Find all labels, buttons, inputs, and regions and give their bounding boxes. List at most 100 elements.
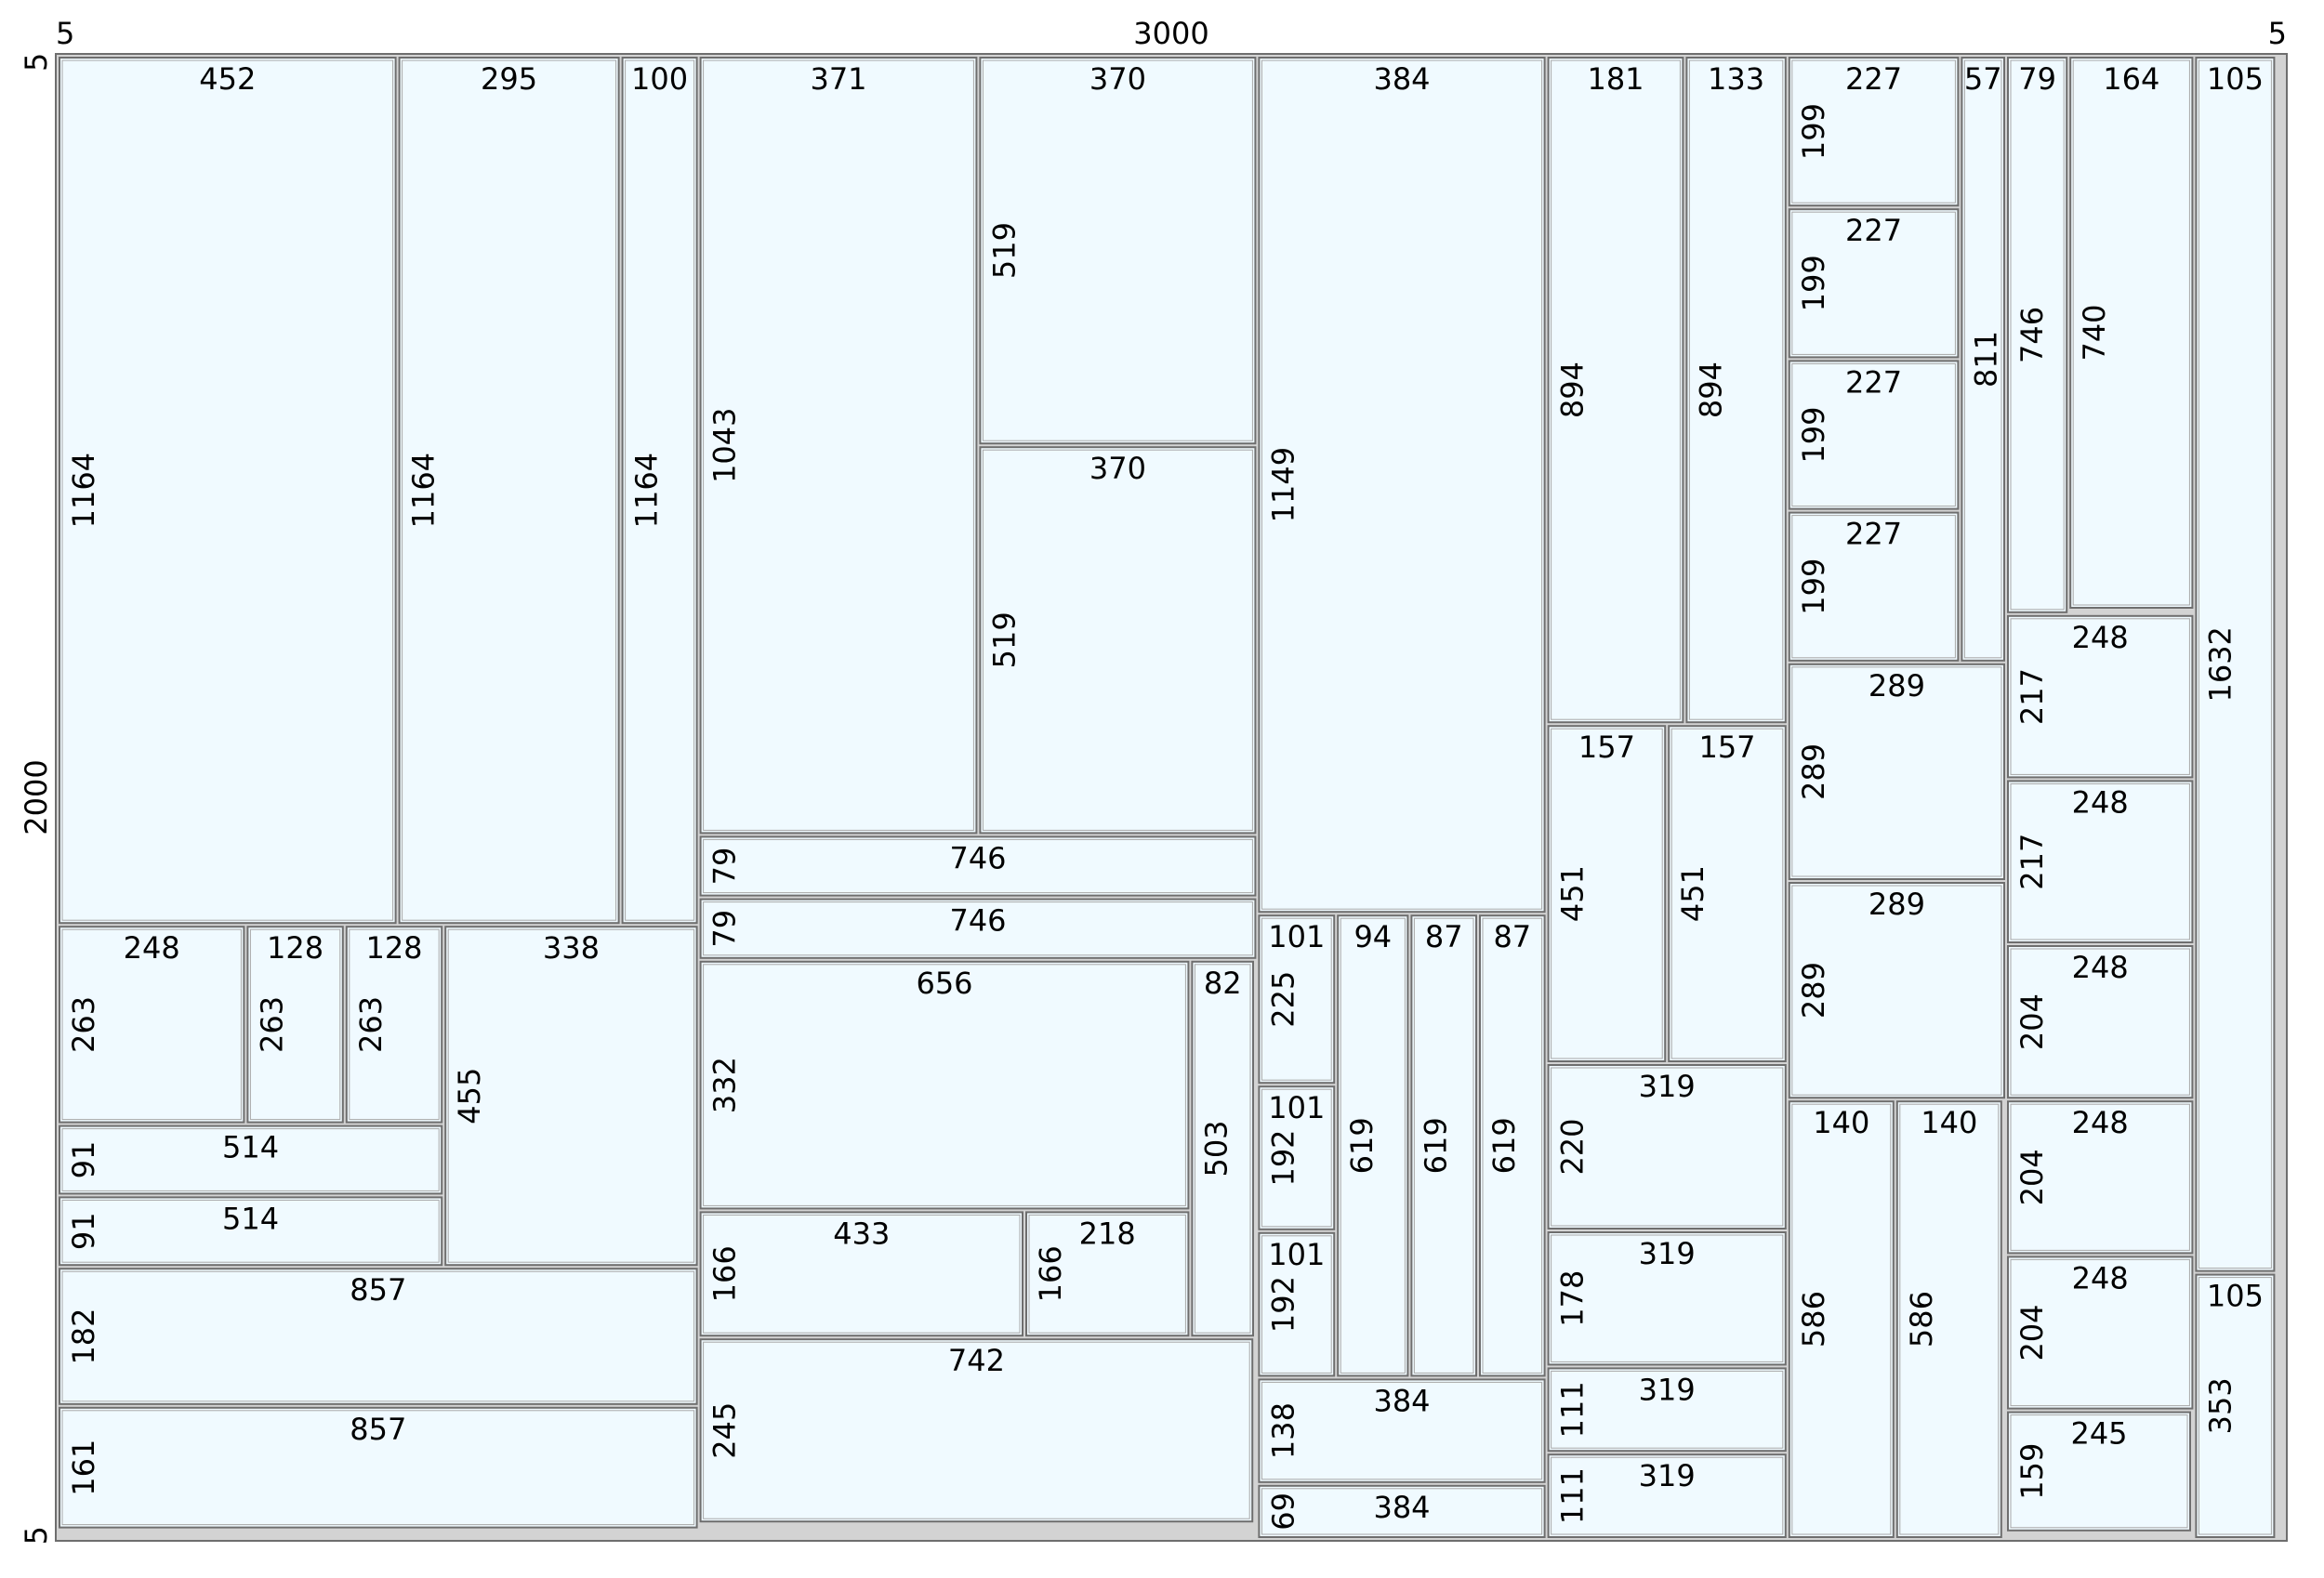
piece-outline <box>59 1196 443 1267</box>
piece: 227 199 <box>1788 511 1960 662</box>
piece-height-label: 503 <box>1198 1120 1234 1177</box>
piece-inner-outline <box>2198 1277 2272 1535</box>
piece: 94 619 <box>1337 914 1409 1377</box>
piece-outline <box>1337 914 1409 1377</box>
piece: 140 586 <box>1895 1100 2002 1538</box>
piece-outline <box>1668 725 1787 1062</box>
piece-height-label: 332 <box>707 1057 743 1113</box>
piece-width-label: 295 <box>481 61 537 97</box>
piece-height-label: 353 <box>2202 1377 2238 1434</box>
piece-inner-outline <box>1791 515 1956 659</box>
piece: 452 1164 <box>59 57 397 925</box>
piece-inner-outline <box>1791 666 2002 877</box>
piece-inner-outline <box>703 964 1186 1206</box>
piece-width-label: 101 <box>1268 1090 1325 1125</box>
piece: 370 519 <box>979 446 1257 835</box>
piece-height-label: 225 <box>1265 971 1301 1028</box>
piece: 100 1164 <box>621 57 698 925</box>
piece-outline <box>398 57 620 925</box>
piece-width-label: 140 <box>1921 1105 1977 1140</box>
piece-outline <box>1547 725 1667 1062</box>
piece: 140 586 <box>1788 1100 1895 1538</box>
piece-inner-outline <box>1688 59 1784 720</box>
piece-outline <box>2007 57 2068 613</box>
piece-outline <box>699 898 1257 959</box>
piece-inner-outline <box>703 901 1253 956</box>
piece-height-label: 519 <box>986 611 1022 668</box>
piece-height-label: 289 <box>1796 962 1831 1019</box>
piece: 79 746 <box>2007 57 2068 613</box>
piece-inner-outline <box>1261 1381 1543 1480</box>
piece: 248 217 <box>2007 780 2194 944</box>
piece-height-label: 199 <box>1796 559 1831 615</box>
piece-inner-outline <box>2010 59 2065 611</box>
piece-inner-outline <box>2010 782 2190 940</box>
piece-outline <box>2195 57 2276 1272</box>
piece-height-label: 199 <box>1796 103 1831 160</box>
piece-inner-outline <box>1482 917 1543 1374</box>
piece-outline <box>1685 57 1787 724</box>
piece-outline <box>2007 1256 2194 1410</box>
piece: 742 245 <box>699 1338 1254 1523</box>
piece-height-label: 519 <box>986 222 1022 279</box>
piece-width-label: 87 <box>1425 919 1463 954</box>
piece: 82 503 <box>1191 960 1255 1337</box>
piece-width-label: 94 <box>1353 919 1392 954</box>
piece-inner-outline <box>61 59 394 921</box>
piece-inner-outline <box>1551 1370 1784 1449</box>
piece-inner-outline <box>703 1341 1250 1519</box>
piece: 157 451 <box>1668 725 1787 1062</box>
piece-width-label: 370 <box>1089 61 1146 97</box>
piece: 245 159 <box>2007 1411 2191 1532</box>
piece-width-label: 245 <box>2070 1416 2127 1452</box>
piece-inner-outline <box>1340 917 1406 1374</box>
piece-width-label: 128 <box>365 930 422 966</box>
piece-width-label: 514 <box>222 1130 279 1165</box>
piece-inner-outline <box>982 449 1253 831</box>
piece: 656 332 <box>699 960 1190 1210</box>
piece-inner-outline <box>1194 964 1251 1334</box>
piece-width-label: 101 <box>1268 1237 1325 1272</box>
piece: 105 353 <box>2195 1273 2276 1538</box>
piece-width-label: 384 <box>1373 1383 1430 1418</box>
piece-outline <box>345 926 443 1124</box>
piece-width-label: 319 <box>1639 1236 1696 1271</box>
piece-height-label: 91 <box>66 1212 101 1250</box>
piece: 128 263 <box>345 926 443 1124</box>
trim-top-label: 5 <box>19 53 54 72</box>
piece-inner-outline <box>2010 1103 2190 1251</box>
piece-width-label: 105 <box>2207 1279 2264 1314</box>
piece-inner-outline <box>1261 1235 1332 1374</box>
piece-inner-outline <box>1791 362 1956 507</box>
piece: 133 894 <box>1685 57 1787 724</box>
piece-width-label: 338 <box>543 930 600 966</box>
piece-outline <box>699 57 978 835</box>
piece-outline <box>699 960 1190 1210</box>
piece-height-label: 182 <box>66 1308 101 1364</box>
piece-outline <box>1025 1211 1190 1337</box>
piece-height-label: 619 <box>1486 1117 1522 1174</box>
piece-height-label: 894 <box>1693 362 1728 418</box>
piece-height-label: 1164 <box>629 453 665 528</box>
piece-height-label: 619 <box>1418 1117 1453 1174</box>
sheet-height-label: 2000 <box>19 759 54 835</box>
piece-height-label: 220 <box>1555 1118 1591 1175</box>
piece-outline <box>1258 1484 1546 1539</box>
sheet-width-label: 3000 <box>1133 16 1208 51</box>
piece: 746 79 <box>699 835 1257 897</box>
piece-inner-outline <box>982 59 1253 441</box>
piece-outline <box>1788 882 2006 1099</box>
piece: 57 811 <box>1961 57 2005 662</box>
piece-width-label: 248 <box>2072 950 2129 985</box>
piece-height-label: 166 <box>1033 1245 1068 1302</box>
piece-width-label: 248 <box>2072 1105 2129 1140</box>
piece-height-label: 263 <box>353 996 389 1053</box>
piece-outline <box>1788 1100 1895 1538</box>
piece-outline <box>1258 914 1336 1085</box>
piece-outline <box>699 835 1257 897</box>
piece-height-label: 166 <box>707 1245 743 1302</box>
piece: 248 204 <box>2007 1100 2194 1255</box>
